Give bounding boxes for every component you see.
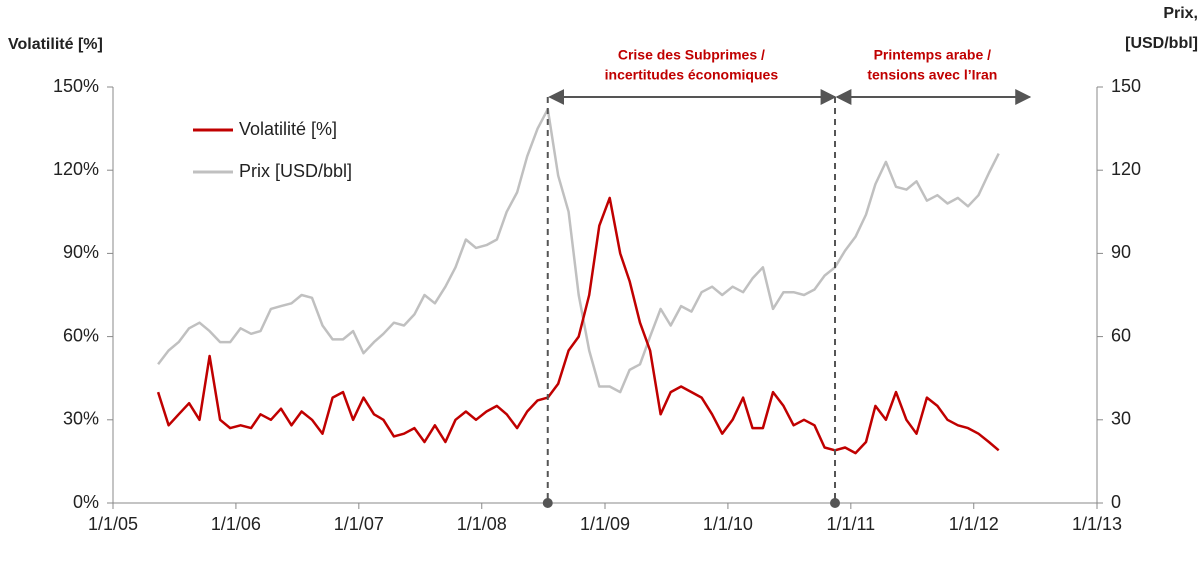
y2-tick-label: 60 <box>1111 325 1131 345</box>
annotation-text: Printemps arabe / <box>874 47 992 63</box>
y2-tick-label: 90 <box>1111 242 1131 262</box>
x-tick-label: 1/1/08 <box>457 514 507 534</box>
series-line <box>157 107 1000 394</box>
y2-tick-label: 120 <box>1111 159 1141 179</box>
y2-axis-title: [USD/bbl] <box>1125 35 1198 52</box>
y2-tick-label: 30 <box>1111 409 1131 429</box>
series-line <box>156 196 1000 455</box>
legend-label: Prix [USD/bbl] <box>239 161 352 181</box>
y-tick-label: 0% <box>73 492 99 512</box>
y2-tick-label: 0 <box>1111 492 1121 512</box>
y-tick-label: 120% <box>53 159 99 179</box>
x-tick-label: 1/1/05 <box>88 514 138 534</box>
y2-axis-title: Prix, <box>1163 5 1198 22</box>
y-tick-label: 150% <box>53 76 99 96</box>
x-tick-label: 1/1/13 <box>1072 514 1122 534</box>
annotation-dot <box>542 498 553 508</box>
y-axis-title: Volatilité [%] <box>8 36 103 53</box>
x-tick-label: 1/1/10 <box>703 514 753 534</box>
x-tick-label: 1/1/07 <box>334 514 384 534</box>
y-tick-label: 30% <box>63 409 99 429</box>
y-tick-label: 60% <box>63 325 99 345</box>
annotation-text: incertitudes économiques <box>605 67 779 83</box>
y2-tick-label: 150 <box>1111 76 1141 96</box>
x-tick-label: 1/1/06 <box>211 514 261 534</box>
x-tick-label: 1/1/09 <box>580 514 630 534</box>
legend-label: Volatilité [%] <box>239 119 337 139</box>
annotation-dot <box>830 498 841 508</box>
x-tick-label: 1/1/12 <box>949 514 999 534</box>
x-tick-label: 1/1/11 <box>826 514 875 534</box>
annotation-text: Crise des Subprimes / <box>618 47 765 63</box>
y-tick-label: 90% <box>63 242 99 262</box>
annotation-text: tensions avec l’Iran <box>867 67 997 83</box>
